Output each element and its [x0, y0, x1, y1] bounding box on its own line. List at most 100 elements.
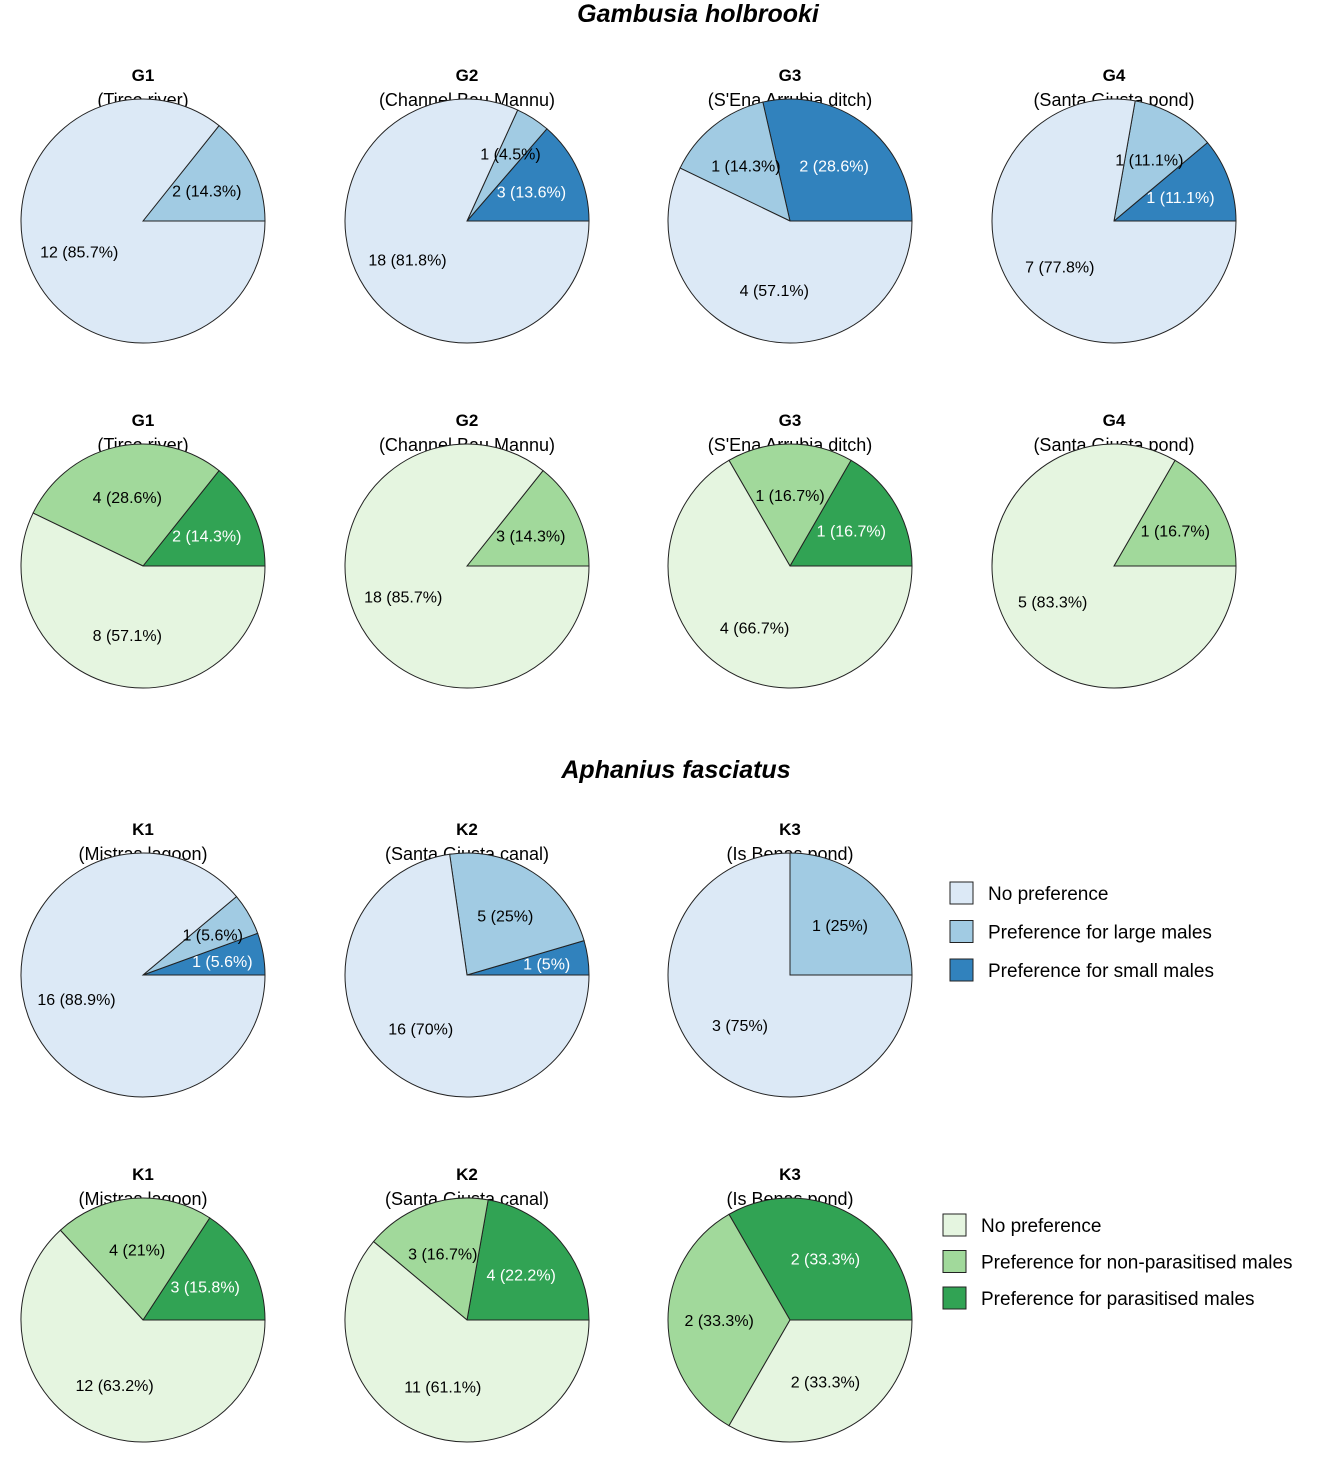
pie-slice-preference-for-parasitised-males — [466, 1199, 590, 1321]
legend-label: No preference — [988, 884, 1108, 905]
legend-item: No preference — [949, 881, 1108, 905]
pie-slice-label: 1 (4.5%) — [480, 146, 540, 163]
pie-slice-label: 5 (83.3%) — [1018, 594, 1087, 611]
pie-slice-preference-for-large-males — [789, 852, 913, 976]
pie-slice-label: 16 (88.9%) — [37, 992, 115, 1009]
legend-size: No preference Preference for large males P… — [949, 881, 1214, 982]
pie-slice-label: 3 (16.7%) — [408, 1247, 477, 1264]
species-title-gambusia: Gambusia holbrooki — [577, 0, 820, 28]
pie-code-label: K1 — [132, 820, 154, 839]
pie-slice-preference-for-parasitised-males — [789, 459, 913, 567]
pie-slice-no-preference — [344, 443, 590, 689]
pie-g3-green: G3(S'Ena Arrubia ditch)1 (16.7%)1 (16.7%… — [667, 411, 913, 689]
pie-code-label: K2 — [456, 1165, 478, 1184]
pie-slice-preference-for-large-males — [679, 101, 791, 222]
pie-slice-label: 1 (5.6%) — [192, 954, 252, 971]
pie-slice-label: 1 (16.7%) — [1141, 524, 1210, 541]
pie-slice-label: 2 (33.3%) — [791, 1252, 860, 1269]
legend-swatch — [949, 958, 974, 982]
pie-slice-label: 5 (25%) — [477, 909, 533, 926]
pie-slice-preference-for-non-parasitised-males — [372, 1197, 489, 1321]
pie-slice-label: 16 (70%) — [388, 1022, 453, 1039]
pie-code-label: G1 — [132, 411, 155, 430]
pie-slice-label: 12 (63.2%) — [75, 1378, 153, 1395]
legend-label: Preference for small males — [988, 961, 1214, 982]
pie-slice-preference-for-parasitised-males — [141, 469, 266, 567]
species-title-aphanius: Aphanius fasciatus — [560, 756, 790, 784]
legend-swatch — [942, 1213, 967, 1237]
pie-slice-preference-for-large-males — [141, 124, 266, 222]
pie-slice-preference-for-small-males — [1112, 141, 1237, 222]
legend-label: Preference for large males — [988, 923, 1212, 944]
legend-swatch — [942, 1250, 967, 1273]
pie-k1-blue: K1(Mistras lagoon)1 (5.6%)1 (5.6%)16 (88… — [20, 820, 266, 1098]
pie-slice-no-preference — [344, 853, 590, 1098]
pie-code-label: K1 — [132, 1165, 154, 1184]
pie-k2-green: K2(Santa Giusta canal)4 (22.2%)3 (16.7%)… — [344, 1165, 590, 1443]
pie-g2-green: G2(Channel Bau Mannu)3 (14.3%)18 (85.7%) — [344, 411, 590, 689]
pie-slice-no-preference — [728, 1319, 913, 1443]
pie-slice-label: 2 (14.3%) — [172, 183, 241, 200]
pie-slice-label: 3 (13.6%) — [497, 185, 566, 202]
legend-item: Preference for parasitised males — [942, 1286, 1255, 1310]
pie-g1-green: G1(Tirso river)2 (14.3%)4 (28.6%)8 (57.1… — [20, 411, 266, 689]
pie-slice-preference-for-parasitised-males — [142, 1217, 266, 1321]
pie-code-label: K2 — [456, 820, 478, 839]
pie-slice-preference-for-small-males — [762, 98, 913, 222]
legend-group: No preference Preference for large males P… — [942, 881, 1293, 1310]
pie-slice-label: 1 (16.7%) — [817, 524, 886, 541]
pie-slice-no-preference — [20, 98, 266, 344]
pie-slice-no-preference — [991, 98, 1237, 344]
pie-slice-label: 2 (33.3%) — [791, 1374, 860, 1391]
pie-code-label: G1 — [132, 66, 155, 85]
pie-slice-preference-for-large-males — [449, 852, 585, 976]
pie-slice-label: 2 (28.6%) — [799, 159, 868, 176]
pie-slice-label: 2 (14.3%) — [172, 528, 241, 545]
pie-code-label: G3 — [779, 411, 802, 430]
pie-slice-label: 18 (85.7%) — [364, 590, 442, 607]
pie-slice-label: 1 (14.3%) — [711, 159, 780, 176]
pie-k1-green: K1(Mistras lagoon)3 (15.8%)4 (21%)12 (63… — [20, 1165, 266, 1443]
pie-slice-no-preference — [667, 852, 913, 1098]
pie-slice-label: 12 (85.7%) — [40, 245, 118, 262]
pie-slice-label: 11 (61.1%) — [404, 1380, 481, 1397]
legend-swatch — [949, 920, 974, 943]
pie-code-label: G4 — [1103, 66, 1126, 85]
legend-item: No preference — [942, 1213, 1101, 1237]
pie-slice-no-preference — [344, 1240, 590, 1443]
legend-item: Preference for small males — [949, 958, 1214, 982]
pie-slice-no-preference — [991, 443, 1237, 689]
pie-slice-preference-for-small-males — [465, 128, 590, 222]
pie-slice-label: 1 (16.7%) — [755, 488, 824, 505]
pie-slice-label: 1 (11.1%) — [1115, 153, 1183, 170]
pie-slice-no-preference — [20, 1229, 266, 1443]
pie-g3-blue: G3(S'Ena Arrubia ditch)2 (28.6%)1 (14.3%… — [667, 66, 913, 344]
pie-slice-label: 1 (5.6%) — [182, 928, 242, 945]
pie-code-label: G3 — [779, 66, 802, 85]
legend-label: Preference for non-parasitised males — [981, 1253, 1293, 1274]
pie-k3-blue: K3(Is Benas pond)1 (25%)3 (75%) — [667, 820, 913, 1098]
pie-k2-blue: K2(Santa Giusta canal)1 (5%)5 (25%)16 (7… — [344, 820, 590, 1098]
pie-slice-preference-for-non-parasitised-males — [728, 443, 852, 568]
pie-g4-green: G4(Santa Giusta pond)1 (16.7%)5 (83.3%) — [991, 411, 1237, 689]
pie-slice-preference-for-large-males — [1113, 100, 1209, 223]
pie-g2-blue: G2(Channel Bau Mannu)3 (13.6%)1 (4.5%)18… — [344, 66, 590, 344]
pie-code-label: G4 — [1103, 411, 1126, 430]
pie-slice-label: 1 (5%) — [523, 957, 570, 974]
pie-slice-no-preference — [344, 98, 590, 344]
pie-g1-blue: G1(Tirso river)2 (14.3%)12 (85.7%) — [20, 66, 266, 344]
legend-label: No preference — [981, 1216, 1101, 1237]
pie-slice-no-preference — [20, 852, 266, 1098]
pie-code-label: G2 — [456, 411, 479, 430]
pie-slice-label: 4 (57.1%) — [740, 283, 809, 300]
pie-g4-blue: G4(Santa Giusta pond)1 (11.1%)1 (11.1%)7… — [991, 66, 1237, 344]
pie-slice-label: 7 (77.8%) — [1025, 260, 1094, 277]
pie-slice-label: 4 (22.2%) — [487, 1268, 556, 1285]
pie-slice-label: 4 (28.6%) — [93, 490, 162, 507]
pie-slice-preference-for-non-parasitised-males — [1113, 459, 1237, 567]
pie-code-label: K3 — [779, 820, 801, 839]
pie-slice-label: 1 (11.1%) — [1146, 190, 1214, 207]
pie-slice-label: 1 (25%) — [812, 918, 868, 935]
pie-slice-preference-for-non-parasitised-males — [465, 469, 590, 567]
